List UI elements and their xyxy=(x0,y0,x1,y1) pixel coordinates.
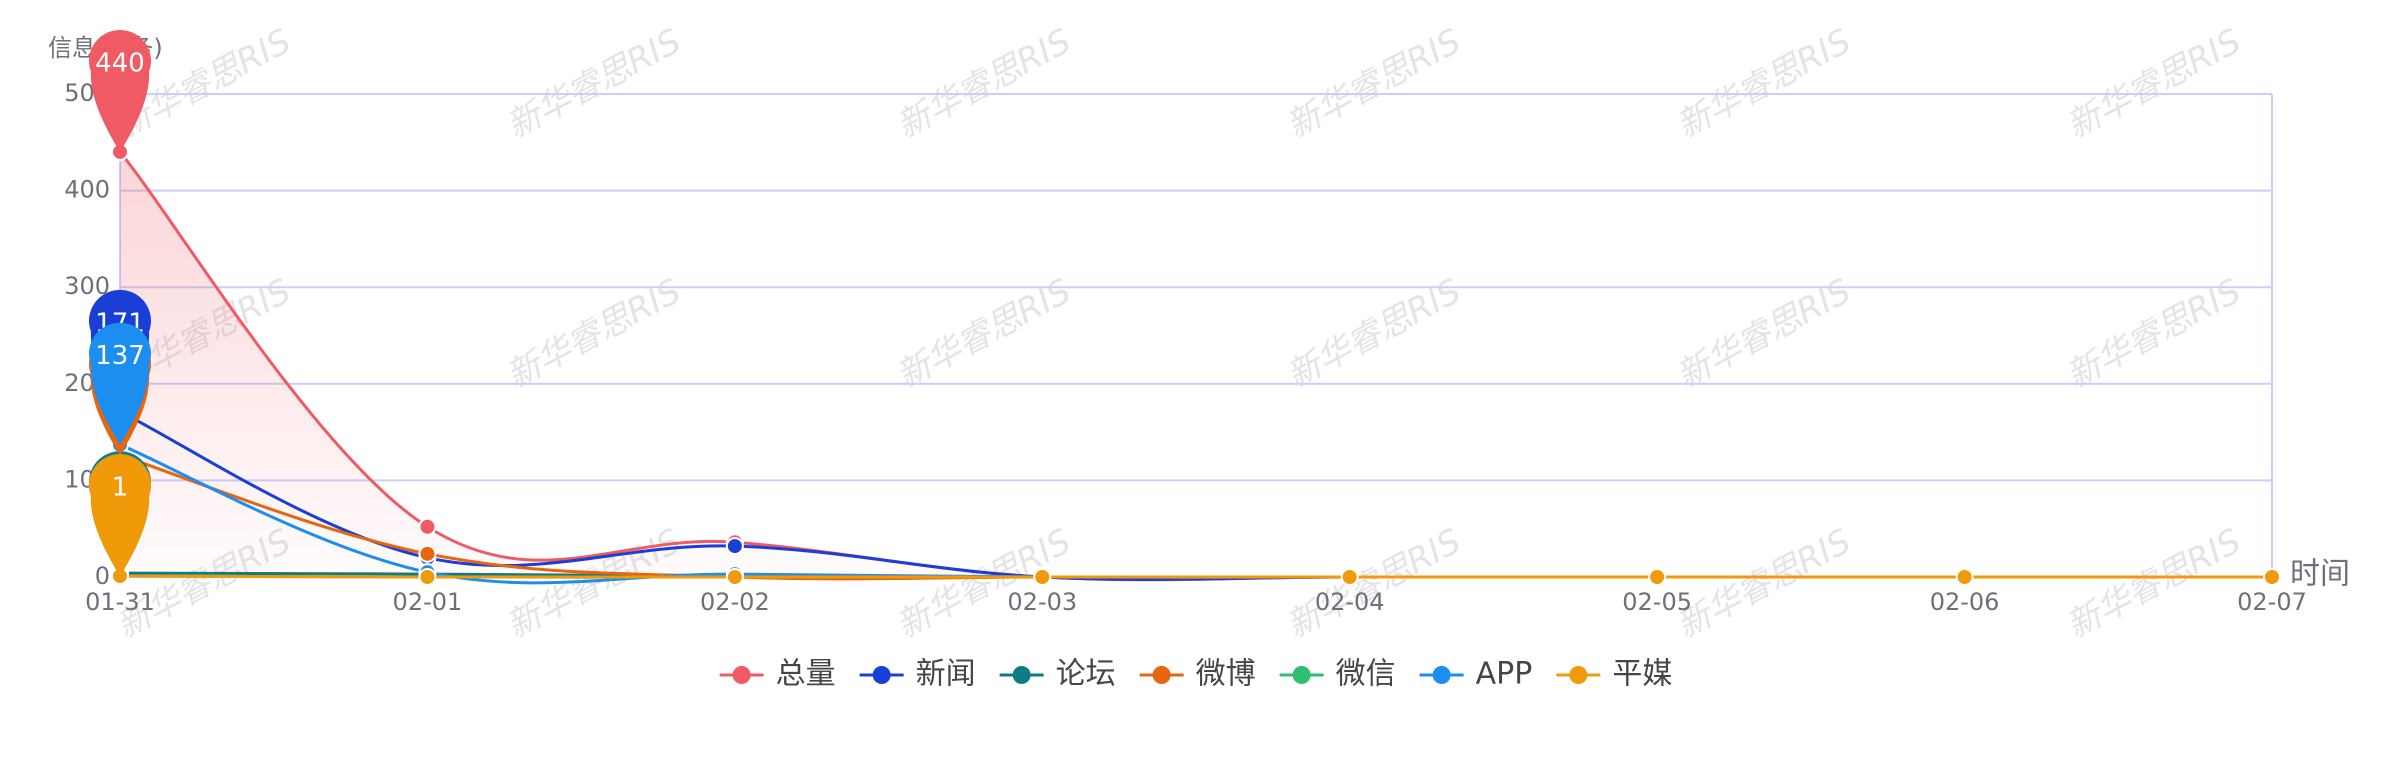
watermark: 新华睿思RIS xyxy=(1280,21,1468,146)
legend-icon xyxy=(1292,666,1311,684)
data-point xyxy=(1955,568,1974,586)
x-tick-label: 01-31 xyxy=(85,588,155,616)
x-tick-label: 02-05 xyxy=(1622,588,1692,616)
pin-shape xyxy=(88,454,151,577)
pin-shape xyxy=(88,322,151,445)
x-tick-label: 02-03 xyxy=(1007,588,1077,616)
legend-label: 微博 xyxy=(1196,657,1256,692)
legend-item[interactable]: 微信 xyxy=(1279,657,1396,692)
watermark: 新华睿思RIS xyxy=(1670,21,1858,146)
watermark: 新华睿思RIS xyxy=(890,271,1078,396)
series-line xyxy=(118,151,2272,582)
data-point xyxy=(418,544,437,563)
legend-item[interactable]: 新闻 xyxy=(859,657,976,692)
watermark: 新华睿思RIS xyxy=(2060,21,2248,146)
watermark: 新华睿思RIS xyxy=(1280,271,1468,396)
pin-label: 1 xyxy=(112,473,129,503)
series-area xyxy=(120,151,2272,580)
watermark: 新华睿思RIS xyxy=(1670,271,1858,396)
max-pin: 1 xyxy=(88,454,151,577)
x-tick-label: 02-01 xyxy=(393,588,463,616)
x-axis-title: 时间 xyxy=(2290,557,2350,592)
legend-icon xyxy=(1432,666,1451,684)
legend-item[interactable]: 微博 xyxy=(1139,657,1256,692)
legend-icon xyxy=(1012,666,1031,684)
legend-icon xyxy=(732,666,751,684)
watermark: 新华睿思RIS xyxy=(2060,271,2248,396)
legend-item[interactable]: 总量 xyxy=(719,657,836,692)
data-point xyxy=(1033,568,1052,586)
watermark: 新华睿思RIS xyxy=(2060,521,2248,646)
pin-label: 137 xyxy=(95,341,145,371)
legend-label: 新闻 xyxy=(916,657,976,692)
max-pin: 440 xyxy=(89,30,151,152)
series-line xyxy=(119,574,2272,579)
legend: 总量 新闻 论坛 微博 微信 APP 平媒 xyxy=(719,657,1672,692)
x-tick-label: 02-06 xyxy=(1930,588,2000,616)
legend-icon xyxy=(872,666,891,684)
legend-item[interactable]: APP xyxy=(1419,657,1533,692)
watermark: 新华睿思RIS xyxy=(890,521,1078,646)
legend-label: 平媒 xyxy=(1612,657,1672,692)
watermark: 新华睿思RIS xyxy=(890,21,1078,146)
legend-label: 论坛 xyxy=(1056,657,1116,692)
legend-item[interactable]: 论坛 xyxy=(999,657,1116,692)
x-tick-label: 02-07 xyxy=(2237,588,2307,616)
pin-label: 440 xyxy=(95,48,145,78)
watermark: 新华睿思RIS xyxy=(500,271,688,396)
legend-label: 总量 xyxy=(776,657,836,692)
data-point xyxy=(418,517,437,536)
watermark: 新华睿思RIS xyxy=(1670,521,1858,646)
legend-item[interactable]: 平媒 xyxy=(1556,657,1672,692)
y-tick-label: 400 xyxy=(64,176,110,204)
legend-label: APP xyxy=(1476,657,1533,692)
max-pin: 137 xyxy=(88,322,151,445)
x-tick-label: 02-04 xyxy=(1315,588,1385,616)
y-tick-label: 0 xyxy=(95,562,110,590)
legend-icon xyxy=(1569,666,1588,684)
data-point xyxy=(725,537,744,556)
pin-shape xyxy=(89,30,151,152)
x-tick-label: 02-02 xyxy=(700,588,770,616)
legend-icon xyxy=(1152,666,1171,684)
data-point xyxy=(2263,568,2281,586)
data-point xyxy=(1648,568,1667,586)
watermark: 新华睿思RIS xyxy=(1280,521,1468,646)
legend-label: 微信 xyxy=(1336,657,1396,692)
data-point xyxy=(1340,568,1359,586)
data-point xyxy=(418,568,437,586)
data-point xyxy=(725,568,744,586)
watermark: 新华睿思RIS xyxy=(500,21,688,146)
